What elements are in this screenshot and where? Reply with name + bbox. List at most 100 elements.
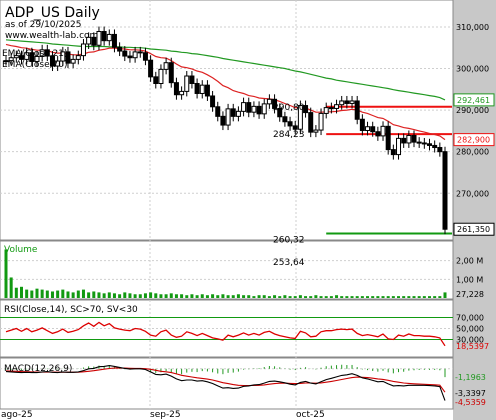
price-bar bbox=[225, 108, 231, 126]
volume-bar bbox=[180, 294, 184, 298]
rsi-tick-label-0: 70,000 bbox=[456, 314, 484, 323]
price-bar bbox=[411, 134, 417, 143]
volume-bar bbox=[298, 295, 302, 298]
price-bar bbox=[277, 107, 283, 118]
volume-bar bbox=[350, 296, 354, 298]
price-bar bbox=[101, 31, 107, 42]
volume-bar bbox=[61, 289, 65, 298]
volume-bar bbox=[236, 294, 240, 298]
volume-bar bbox=[25, 289, 29, 298]
price-bar bbox=[230, 108, 236, 117]
volume-bar bbox=[45, 290, 49, 298]
volume-bar bbox=[112, 293, 116, 298]
volume-bar bbox=[247, 295, 251, 298]
volume-bar bbox=[397, 296, 401, 298]
volume-bar bbox=[329, 296, 333, 298]
volume-bar bbox=[335, 295, 339, 298]
volume-bar bbox=[211, 294, 215, 298]
gridlines bbox=[0, 0, 453, 409]
volume-bar bbox=[76, 290, 80, 298]
volume-tick-label-1: 1,00 M bbox=[456, 275, 483, 284]
macd-line bbox=[5, 365, 446, 401]
volume-bar bbox=[407, 296, 411, 298]
price-bar bbox=[359, 118, 365, 131]
price-bar bbox=[96, 31, 102, 46]
price-bar bbox=[215, 106, 221, 117]
volume-bar bbox=[304, 296, 308, 298]
volume-bar bbox=[30, 290, 34, 298]
ema70-line bbox=[5, 39, 446, 101]
price-bar bbox=[416, 141, 422, 144]
price-bar bbox=[313, 129, 319, 133]
price-bar bbox=[246, 102, 252, 113]
price-bar bbox=[86, 36, 92, 45]
volume-pane bbox=[0, 240, 454, 300]
price-bar bbox=[199, 84, 205, 94]
price-bar bbox=[65, 51, 71, 64]
price-bar bbox=[282, 116, 288, 123]
macd-last-label-1: -3,3397 bbox=[455, 389, 486, 398]
price-bar bbox=[297, 105, 303, 130]
price-bar bbox=[323, 107, 329, 114]
price-bar bbox=[365, 126, 371, 131]
volume-bar bbox=[35, 288, 39, 298]
volume-bar bbox=[371, 296, 375, 298]
volume-bar bbox=[262, 295, 266, 298]
volume-bar bbox=[324, 296, 328, 298]
volume-bar bbox=[314, 295, 318, 298]
price-bar bbox=[354, 100, 360, 120]
price-bar bbox=[122, 50, 128, 57]
volume-bar bbox=[252, 296, 256, 298]
price-bar bbox=[421, 142, 427, 145]
volume-tick-label-0: 2,00 M bbox=[456, 257, 483, 266]
volume-bar bbox=[288, 296, 292, 298]
volume-bar bbox=[50, 291, 54, 298]
price-bar bbox=[189, 75, 195, 84]
price-bar bbox=[261, 103, 267, 115]
price-bar bbox=[432, 144, 438, 149]
price-bar bbox=[370, 126, 376, 133]
price-bar bbox=[210, 95, 216, 108]
volume-bar bbox=[216, 295, 220, 298]
volume-bar bbox=[133, 294, 137, 298]
volume-bar bbox=[366, 296, 370, 298]
volume-bar bbox=[340, 296, 344, 298]
volume-bar bbox=[169, 293, 173, 298]
volume-bar bbox=[376, 296, 380, 298]
x-label-sep: sep-25 bbox=[150, 410, 181, 420]
price-bar bbox=[328, 107, 334, 110]
price-bar bbox=[117, 46, 123, 52]
volume-bar bbox=[360, 296, 364, 298]
volume-bar bbox=[257, 295, 261, 298]
price-bar bbox=[344, 100, 350, 104]
volume-last-label: 27,228 bbox=[456, 290, 484, 299]
volume-bar bbox=[14, 287, 18, 298]
price-bar bbox=[272, 98, 278, 109]
volume-bar bbox=[143, 293, 147, 298]
price-bar bbox=[44, 49, 50, 57]
price-bar bbox=[106, 33, 112, 42]
price-bar bbox=[75, 55, 81, 60]
volume-bar bbox=[309, 296, 313, 298]
price-bar bbox=[179, 90, 185, 96]
volume-bar bbox=[9, 277, 13, 298]
volume-bar bbox=[422, 296, 426, 298]
volume-bar bbox=[402, 296, 406, 298]
volume-bar bbox=[267, 296, 271, 298]
volume-bar bbox=[102, 293, 106, 298]
volume-bar bbox=[438, 296, 442, 298]
volume-bar bbox=[293, 296, 297, 298]
last-marker-box-1 bbox=[453, 133, 495, 147]
volume-bar bbox=[185, 295, 189, 298]
axis-strip bbox=[453, 0, 496, 420]
price-bar bbox=[111, 33, 117, 48]
price-bar bbox=[49, 55, 55, 67]
price-tick-label-2: 290,000 bbox=[456, 106, 489, 115]
price-bar bbox=[194, 82, 200, 94]
price-tick-label-3: 280,000 bbox=[456, 148, 489, 157]
price-bar bbox=[235, 110, 241, 117]
price-bar bbox=[132, 51, 138, 59]
volume-bar bbox=[154, 293, 158, 298]
price-bar bbox=[184, 75, 190, 92]
